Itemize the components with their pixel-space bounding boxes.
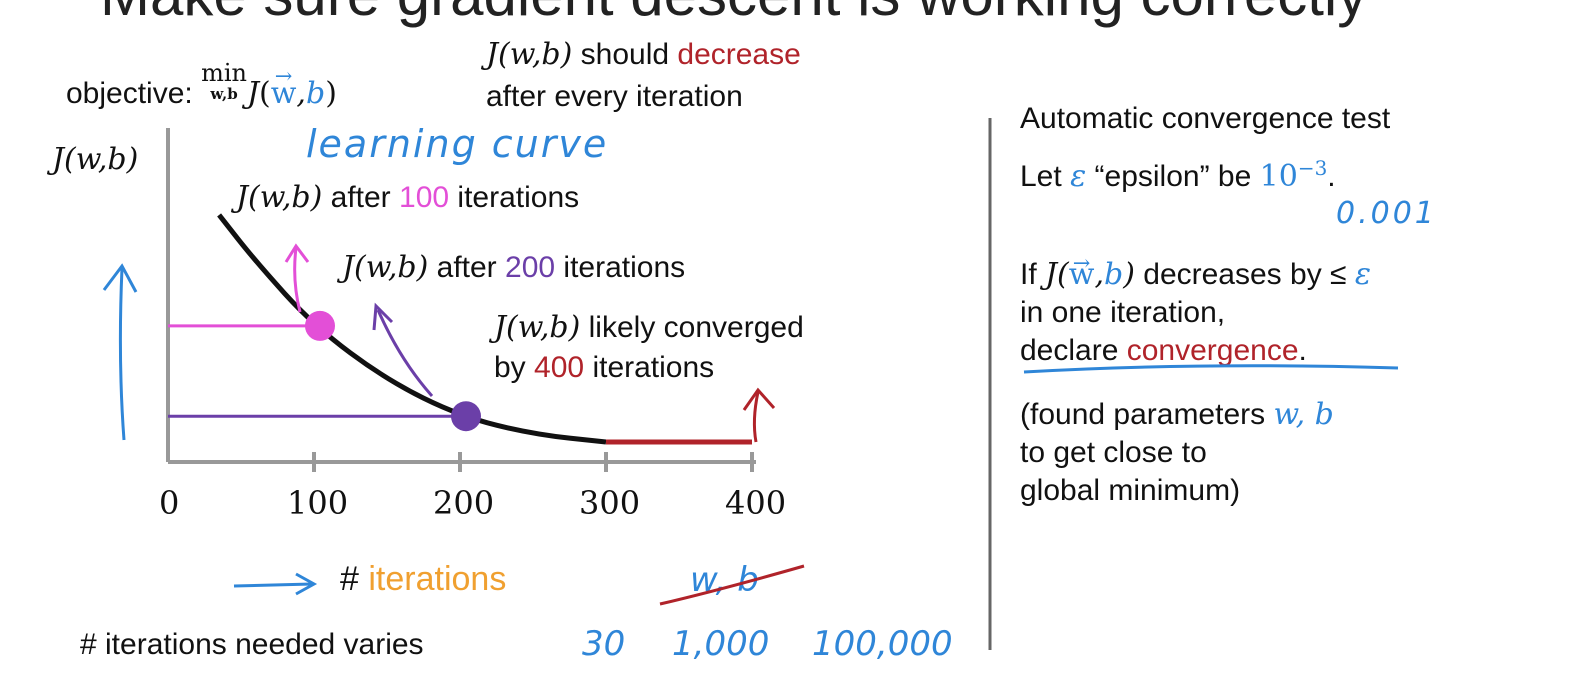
purple-arrow bbox=[376, 309, 434, 397]
iterations-value-100000: 100,000 bbox=[812, 624, 953, 664]
red-arrow bbox=[752, 391, 760, 443]
strike-through-line bbox=[659, 564, 805, 606]
handwritten-0-001: 0.001 bbox=[1336, 196, 1437, 231]
marker-200 bbox=[451, 401, 481, 432]
pink-arrow bbox=[293, 247, 302, 313]
handwritten-learning-curve: learning curve bbox=[306, 122, 609, 166]
slide-title: Make sure gradient descent is working co… bbox=[100, 0, 1367, 29]
x-tick-label-300: 300 bbox=[579, 484, 641, 522]
convergence-underline bbox=[1023, 364, 1399, 374]
iterations-needed-label: # iterations needed varies bbox=[80, 628, 424, 661]
learning-curve-line bbox=[217, 213, 607, 445]
x-axis-arrow bbox=[233, 582, 313, 588]
annotation-200: J(w,b) after 200 iterations bbox=[342, 250, 686, 285]
learning-curve-chart bbox=[166, 128, 756, 472]
blue-up-arrow bbox=[118, 267, 126, 441]
found-parameters-note: (found parameters w, b to get close to g… bbox=[1020, 397, 1334, 507]
x-tick-label-100: 100 bbox=[287, 484, 349, 522]
x-tick-label-400: 400 bbox=[725, 484, 787, 522]
annotation-400: J(w,b) likely converged by 400 iteration… bbox=[494, 310, 804, 384]
convergence-heading: Automatic convergence test bbox=[1020, 102, 1391, 135]
x-tick-label-0: 0 bbox=[159, 484, 180, 522]
convergence-condition: If J(w,b) decreases by ≤ ε in one iterat… bbox=[1020, 244, 1371, 370]
x-tick-label-200: 200 bbox=[433, 484, 495, 522]
iterations-value-30: 30 bbox=[582, 624, 626, 664]
slide-title-clip: Make sure gradient descent is working co… bbox=[0, 0, 1574, 36]
x-axis-label: # iterations bbox=[340, 560, 507, 598]
iterations-value-1000: 1,000 bbox=[672, 624, 770, 664]
should-decrease-note: J(w,b) should decrease after every itera… bbox=[486, 37, 801, 113]
epsilon-definition: Let ε “epsilon” be 10−3. bbox=[1020, 156, 1336, 194]
y-axis-label: J(w,b) bbox=[52, 142, 139, 177]
marker-100 bbox=[305, 310, 335, 341]
min-operator: min w,b bbox=[201, 59, 247, 103]
annotation-100: J(w,b) after 100 iterations bbox=[236, 180, 580, 215]
objective-label: objective: min w,b J(w,b) bbox=[66, 58, 337, 111]
